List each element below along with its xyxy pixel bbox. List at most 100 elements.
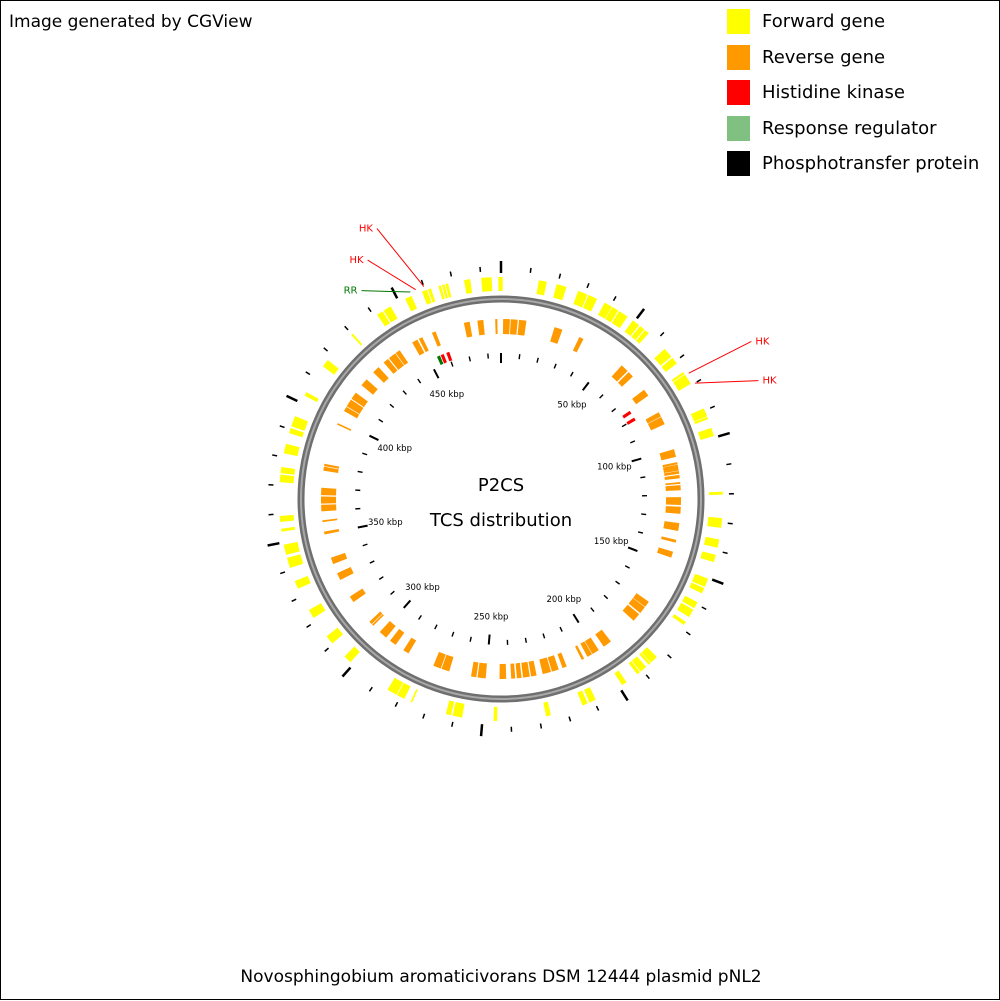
forward-gene <box>280 475 295 484</box>
forward-gene <box>501 277 503 291</box>
inner-tick <box>519 354 520 359</box>
forward-gene <box>672 614 686 625</box>
reverse-gene <box>324 529 339 535</box>
reverse-gene <box>337 423 351 431</box>
forward-gene <box>536 280 546 295</box>
reverse-gene <box>665 506 680 514</box>
tcs-marker <box>622 411 631 419</box>
outer-tick <box>726 464 731 465</box>
inner-tick <box>435 625 437 629</box>
reverse-gene <box>657 547 673 557</box>
inner-tick <box>543 634 544 639</box>
forward-gene <box>698 428 714 440</box>
inner-tick <box>622 424 626 427</box>
inner-tick <box>632 459 642 462</box>
reverse-gene <box>464 322 472 338</box>
inner-tick <box>370 561 374 563</box>
outer-tick <box>395 702 397 706</box>
forward-gene <box>323 360 339 375</box>
reverse-gene <box>321 488 336 496</box>
forward-gene <box>287 554 303 568</box>
forward-gene <box>405 296 417 312</box>
outer-tick <box>587 283 589 288</box>
inner-tick <box>525 638 526 643</box>
reverse-gene <box>665 482 680 485</box>
forward-gene-track <box>280 277 723 721</box>
inner-tick <box>390 404 394 407</box>
outer-tick <box>307 625 311 628</box>
kbp-label: 400 kbp <box>377 444 412 454</box>
inner-tick <box>369 436 378 440</box>
outer-tick <box>268 543 280 545</box>
forward-gene <box>295 576 311 589</box>
reverse-gene <box>361 379 377 394</box>
tcs-marker <box>626 418 635 425</box>
forward-gene <box>700 551 715 562</box>
forward-gene <box>707 517 722 528</box>
reverse-gene <box>322 519 337 523</box>
reverse-gene <box>471 662 478 678</box>
reverse-gene <box>518 320 527 336</box>
callout-line <box>689 341 752 373</box>
outer-tick <box>292 599 296 601</box>
inner-tick <box>628 547 637 551</box>
reverse-gene <box>331 553 347 564</box>
reverse-gene <box>337 567 354 580</box>
reverse-gene <box>573 337 584 352</box>
reverse-gene <box>665 475 680 480</box>
outer-tick <box>697 379 701 382</box>
outer-tick <box>280 572 285 574</box>
kbp-label: 200 kbp <box>546 595 581 605</box>
feature-label: HK <box>762 376 777 387</box>
kbp-label: 50 kbp <box>557 401 586 411</box>
reverse-gene <box>661 536 676 542</box>
callout-line <box>377 228 424 286</box>
inner-tick <box>469 356 470 361</box>
reverse-gene <box>666 497 681 505</box>
reverse-gene <box>550 327 562 344</box>
reverse-gene <box>660 449 676 460</box>
reverse-gene <box>510 663 515 678</box>
outer-tick <box>345 326 348 330</box>
feature-label: HK <box>755 336 770 347</box>
outer-tick <box>559 274 560 279</box>
kbp-label: 350 kbp <box>368 518 403 528</box>
forward-gene <box>309 603 326 618</box>
outer-tick <box>728 523 733 524</box>
forward-gene <box>281 527 295 532</box>
outer-tick <box>597 706 599 711</box>
forward-gene <box>327 628 343 644</box>
reverse-gene-track <box>321 319 681 679</box>
inner-tick <box>571 372 573 376</box>
outer-tick <box>324 348 328 351</box>
callout-line <box>368 260 416 290</box>
kbp-label: 100 kbp <box>597 462 632 472</box>
center-subtitle: TCS distribution <box>429 510 572 531</box>
outer-tick <box>718 433 730 436</box>
outer-tick <box>342 668 350 677</box>
forward-gene <box>464 279 472 294</box>
outer-tick <box>452 722 453 727</box>
inner-tick <box>616 581 620 584</box>
inner-tick <box>612 409 616 412</box>
feature-label: HK <box>350 255 365 266</box>
inner-tick <box>362 453 367 455</box>
inner-tick <box>391 591 395 594</box>
forward-gene <box>453 702 465 718</box>
inner-tick <box>418 379 421 383</box>
inner-tick <box>419 615 422 619</box>
outer-tick <box>680 355 684 358</box>
forward-gene <box>481 277 492 292</box>
forward-gene <box>411 689 418 702</box>
outer-tick <box>280 426 285 428</box>
footer-title: Novosphingobium aromaticivorans DSM 1244… <box>1 967 1000 987</box>
outer-tick <box>621 690 627 700</box>
outer-tick <box>637 309 644 319</box>
outer-tick <box>668 655 672 658</box>
outer-tick <box>646 675 649 679</box>
reverse-gene <box>403 638 416 654</box>
forward-gene <box>553 284 566 300</box>
forward-gene <box>291 416 308 431</box>
forward-gene <box>641 647 657 663</box>
